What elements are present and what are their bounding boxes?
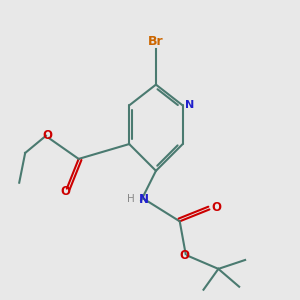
Text: N: N	[185, 100, 195, 110]
Text: O: O	[60, 184, 70, 197]
Text: O: O	[43, 129, 52, 142]
Text: N: N	[139, 193, 149, 206]
Text: O: O	[179, 249, 189, 262]
Text: Br: Br	[148, 35, 164, 48]
Text: H: H	[127, 194, 135, 204]
Text: O: O	[212, 202, 222, 214]
